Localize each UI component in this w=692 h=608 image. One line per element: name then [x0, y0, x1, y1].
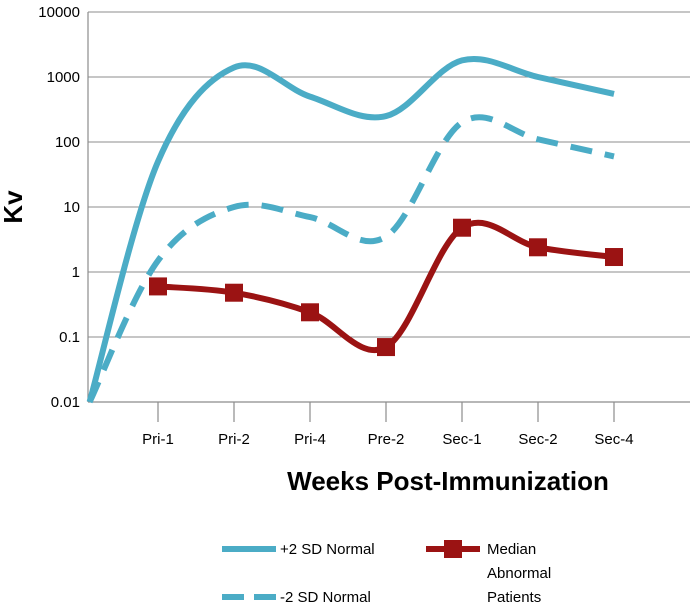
- series: [86, 56, 623, 404]
- data-point-marker: [301, 303, 319, 322]
- data-point-marker: [225, 283, 243, 302]
- x-tick-label: Pri-1: [142, 431, 174, 448]
- x-tick-label: Pre-2: [368, 431, 405, 448]
- x-tick-label: Sec-2: [518, 431, 557, 448]
- y-axis-title: Kv: [0, 190, 28, 224]
- axis-titles: Kv Weeks Post-Immunization: [0, 190, 609, 496]
- data-point-marker: [605, 248, 623, 267]
- series-line-0: [86, 56, 615, 403]
- data-point-marker: [529, 238, 547, 257]
- legend-label-plus2sd: +2 SD Normal: [280, 541, 375, 558]
- x-tick-label: Pri-4: [294, 431, 326, 448]
- data-point-marker: [149, 277, 167, 296]
- x-tick-label: Sec-1: [442, 431, 481, 448]
- data-point-marker: [377, 338, 395, 357]
- data-point-marker: [453, 218, 471, 237]
- grid: [88, 11, 690, 338]
- y-tick-label: 10: [63, 199, 80, 216]
- y-tick-label: 0.1: [59, 329, 80, 346]
- legend-label-median: Median Abnormal Patients: [487, 541, 551, 606]
- x-tick-label: Pri-2: [218, 431, 250, 448]
- axes: [87, 12, 690, 422]
- legend-marker-median: [444, 540, 462, 558]
- y-tick-label: 1000: [47, 69, 80, 86]
- y-tick-label: 1: [72, 264, 80, 281]
- x-tick-labels: Pri-1 Pri-2 Pri-4 Pre-2 Sec-1 Sec-2 Sec-4: [142, 431, 633, 448]
- y-tick-label: 100: [55, 134, 80, 151]
- legend: +2 SD Normal -2 SD Normal Median Abnormal Pa…: [222, 540, 551, 606]
- legend-label-minus2sd: -2 SD Normal: [280, 589, 371, 606]
- series-line-1: [86, 114, 615, 404]
- y-tick-labels: 0.01 0.1 1 10 100 1000 10000: [38, 4, 80, 411]
- y-tick-label: 0.01: [51, 394, 80, 411]
- x-axis-title: Weeks Post-Immunization: [287, 466, 609, 496]
- x-tick-label: Sec-4: [594, 431, 633, 448]
- y-tick-label: 10000: [38, 4, 80, 21]
